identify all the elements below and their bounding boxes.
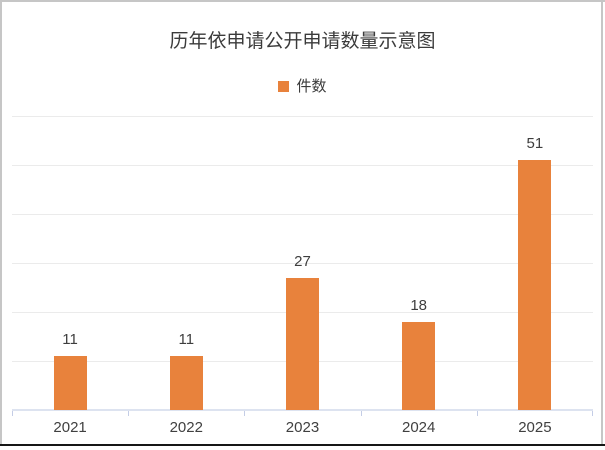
x-axis-label-2025: 2025 [518, 419, 552, 436]
legend-series-label: 件数 [296, 78, 327, 95]
legend-swatch-icon [278, 81, 290, 92]
bar-value-label-2021: 11 [62, 331, 78, 348]
x-axis-tick [360, 411, 362, 416]
x-axis-label-2023: 2023 [285, 419, 320, 436]
x-axis-label-2022: 2022 [169, 419, 203, 436]
bar-2022 [169, 356, 203, 410]
bar-value-label-2025: 51 [526, 135, 544, 152]
x-axis-line [12, 409, 593, 411]
gridline-y60 [12, 116, 593, 117]
bar-2023 [286, 278, 319, 410]
chart-legend: 件数 [0, 79, 605, 94]
frame-bottom-divider [0, 444, 605, 446]
bar-2025 [518, 160, 552, 410]
x-axis-tick [476, 411, 478, 416]
bar-2021 [53, 356, 87, 410]
x-axis-tick [128, 411, 130, 416]
plot-area: 11 2021 11 2022 27 2023 18 2024 51 2025 [12, 116, 593, 436]
frame-border-left [0, 0, 2, 446]
x-axis-tick [592, 411, 593, 416]
chart-title: 历年依申请公开申请数量示意图 [169, 31, 436, 52]
x-axis-tick [12, 411, 13, 416]
frame-border-top [0, 0, 605, 2]
x-axis-tick [244, 411, 246, 416]
bar-value-label-2022: 11 [178, 331, 195, 348]
frame-border-right [601, 0, 603, 446]
bar-value-label-2024: 18 [410, 297, 428, 314]
gridline-y30 [12, 263, 593, 264]
gridline-y50 [12, 165, 593, 166]
bar-2024 [402, 322, 436, 410]
x-axis-label-2024: 2024 [402, 419, 436, 436]
bar-value-label-2023: 27 [294, 253, 311, 270]
gridline-y40 [12, 214, 593, 215]
x-axis-label-2021: 2021 [53, 419, 87, 436]
